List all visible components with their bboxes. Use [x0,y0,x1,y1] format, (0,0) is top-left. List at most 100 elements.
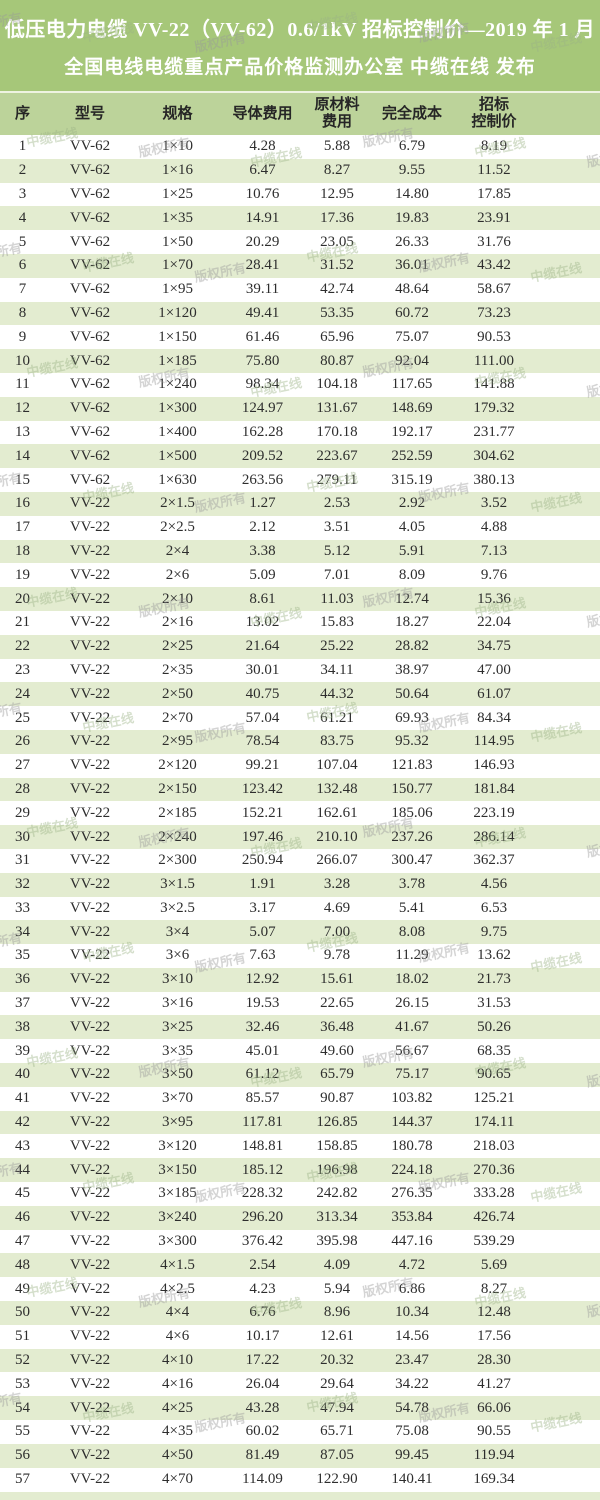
spec-cell: 1×70 [162,257,193,274]
raw-material-cost-cell: 104.18 [316,376,358,393]
raw-material-cost-cell: 49.60 [320,1042,354,1059]
row-filler [545,825,600,849]
raw-material-cost-cell: 210.10 [316,828,358,845]
model-cell: VV-22 [69,709,111,726]
spec-cell: 1×240 [158,376,197,393]
spec-cell: 3×2.5 [160,899,195,916]
seq-cell: 47 [15,1233,30,1250]
bid-control-price-cell: 12.48 [477,1304,511,1321]
conductor-cost-cell: 7.63 [249,947,276,964]
table-row: 55 VV-22 4×35 60.02 65.71 75.08 90.55 [0,1420,600,1444]
total-cost-cell: 50.64 [395,685,429,702]
row-filler [545,1182,600,1206]
total-cost-cell: 8.09 [398,566,426,583]
table-row: 23 VV-22 2×35 30.01 34.11 38.97 47.00 [0,659,600,683]
bid-control-price-cell: 50.26 [477,1018,511,1035]
conductor-cost-cell: 114.09 [242,1471,283,1488]
model-cell: VV-22 [69,780,111,797]
conductor-cost-cell: 21.64 [245,638,280,655]
seq-cell: 26 [15,733,30,750]
conductor-cost-cell: 99.21 [245,757,280,774]
bid-control-price-cell: 68.35 [477,1042,511,1059]
col-header-seq: 序 [0,93,45,135]
bid-control-price-cell: 90.55 [477,1423,511,1440]
bid-control-price-cell: 304.62 [473,447,515,464]
row-filler [545,540,600,564]
spec-cell: 3×4 [165,923,190,940]
raw-material-cost-cell: 223.67 [316,447,358,464]
model-cell: VV-62 [69,447,111,464]
bid-control-price-cell: 22.04 [477,614,511,631]
spec-cell: 1×10 [162,138,193,155]
total-cost-cell: 300.47 [391,852,433,869]
table-row: 57 VV-22 4×70 114.09 122.90 140.41 169.34 [0,1468,600,1492]
table-row: 8 VV-62 1×120 49.41 53.35 60.72 73.23 [0,301,600,326]
conductor-cost-cell: 61.12 [245,1066,280,1083]
col-header-raw-material-cost: 原材料 费用 [305,93,369,135]
seq-cell: 2 [18,162,27,179]
total-cost-cell: 18.27 [395,614,429,631]
total-cost-cell: 14.56 [395,1328,429,1345]
total-cost-cell: 150.77 [391,780,433,797]
total-cost-cell: 185.06 [391,804,433,821]
table-row: 52 VV-22 4×10 17.22 20.32 23.47 28.30 [0,1348,600,1373]
seq-cell: 52 [15,1352,30,1369]
raw-material-cost-cell: 47.94 [320,1399,354,1416]
table-row: 1 VV-62 1×10 4.28 5.88 6.79 8.19 [0,135,600,159]
spec-cell: 3×50 [162,1066,193,1083]
spec-cell: 3×1.5 [160,876,195,893]
table-row: 21 VV-22 2×16 13.02 15.83 18.27 22.04 [0,611,600,635]
seq-cell: 31 [15,852,30,869]
raw-material-cost-cell: 25.22 [320,638,354,655]
row-filler [545,1063,600,1087]
model-cell: VV-62 [69,400,111,417]
bid-control-price-cell: 41.27 [477,1375,511,1392]
raw-material-cost-cell: 65.79 [320,1066,354,1083]
conductor-cost-cell: 32.46 [245,1018,280,1035]
spec-cell: 3×6 [165,947,190,964]
conductor-cost-cell: 1.27 [249,495,276,512]
seq-cell: 54 [15,1399,30,1416]
table-row: 16 VV-22 2×1.5 1.27 2.53 2.92 3.52 [0,491,600,516]
row-filler [545,968,600,992]
table-row: 25 VV-22 2×70 57.04 61.21 69.93 84.34 [0,706,600,730]
total-cost-cell: 69.93 [395,709,429,726]
conductor-cost-cell: 228.32 [241,1185,284,1202]
table-row: 7 VV-62 1×95 39.11 42.74 48.64 58.67 [0,278,600,302]
spec-cell: 2×4 [165,542,190,559]
total-cost-cell: 28.82 [395,638,429,655]
model-cell: VV-22 [69,1066,111,1083]
conductor-cost-cell: 148.81 [241,1137,284,1154]
table-row: 15 VV-62 1×630 263.56 279.11 315.19 380.13 [0,468,600,492]
seq-cell: 19 [15,566,30,583]
row-filler [545,254,600,278]
model-cell: VV-22 [69,828,111,845]
spec-cell: 2×1.5 [160,495,195,512]
table-row: 17 VV-22 2×2.5 2.12 3.51 4.05 4.88 [0,516,600,540]
conductor-cost-cell: 49.41 [245,304,280,321]
row-filler [545,1134,600,1158]
raw-material-cost-cell: 4.69 [323,899,351,916]
row-filler [545,159,600,183]
raw-material-cost-cell: 162.61 [316,804,358,821]
bid-control-price-cell: 84.34 [477,709,511,726]
spec-cell: 2×25 [162,638,193,655]
table-row: 19 VV-22 2×6 5.09 7.01 8.09 9.76 [0,563,600,587]
bid-control-price-cell: 380.13 [473,471,515,488]
row-filler [545,706,600,730]
table-row: 56 VV-22 4×50 81.49 87.05 99.45 119.94 [0,1443,600,1468]
bid-control-price-cell: 270.36 [473,1161,515,1178]
bid-control-price-cell: 23.91 [477,209,511,226]
model-cell: VV-22 [69,1233,111,1250]
table-row: 2 VV-62 1×16 6.47 8.27 9.55 11.52 [0,158,600,183]
row-filler [545,1111,600,1135]
model-cell: VV-22 [69,661,111,678]
total-cost-cell: 60.72 [395,304,429,321]
raw-material-cost-cell: 122.90 [316,1471,358,1488]
total-cost-cell: 48.64 [395,281,429,298]
model-cell: VV-22 [69,542,111,559]
seq-cell: 40 [15,1066,30,1083]
spec-cell: 4×25 [162,1399,193,1416]
model-cell: VV-22 [69,852,111,869]
table-row: 12 VV-62 1×300 124.97 131.67 148.69 179.32 [0,396,600,421]
